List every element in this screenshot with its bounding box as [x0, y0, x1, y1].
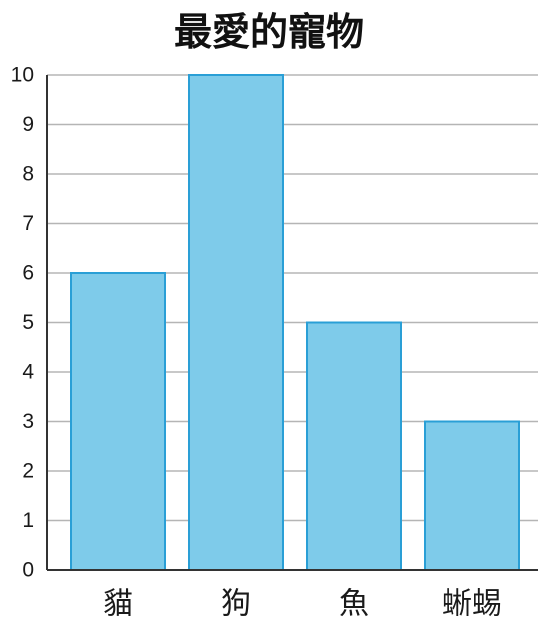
x-tick-label: 狗 — [221, 587, 251, 620]
bar — [424, 420, 520, 571]
y-tick-label: 1 — [22, 509, 34, 532]
x-tick-label: 蜥蜴 — [442, 587, 502, 620]
bar — [306, 321, 402, 571]
y-tick-label: 4 — [22, 361, 34, 384]
y-tick-label: 10 — [11, 64, 34, 87]
bar — [188, 74, 284, 571]
y-tick-labels: 0 1 2 3 4 5 6 7 8 9 10 — [11, 64, 35, 582]
axes — [46, 75, 538, 571]
y-tick-label: 9 — [22, 113, 34, 136]
y-tick-label: 5 — [22, 311, 34, 334]
y-tick-label: 0 — [22, 559, 34, 582]
bar — [70, 272, 166, 571]
y-tick-label: 2 — [22, 460, 34, 483]
x-tick-label: 貓 — [103, 587, 133, 620]
y-tick-label: 7 — [22, 212, 34, 235]
x-tick-label: 魚 — [339, 587, 369, 620]
y-tick-label: 3 — [22, 410, 34, 433]
chart-title: 最愛的寵物 — [173, 10, 364, 54]
y-tick-label: 6 — [22, 262, 34, 285]
y-tick-label: 8 — [22, 163, 34, 186]
x-tick-labels: 貓 狗 魚 蜥蜴 — [103, 587, 502, 620]
bars — [70, 74, 520, 571]
